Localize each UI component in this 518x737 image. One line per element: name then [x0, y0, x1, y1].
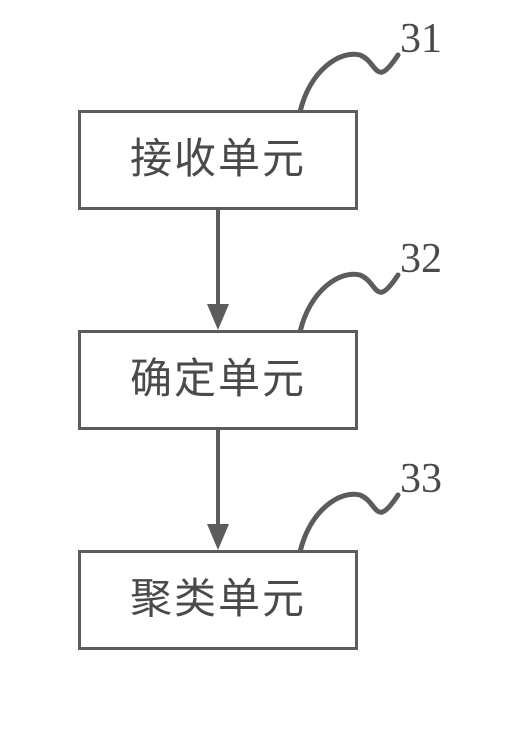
callout-leader — [300, 54, 398, 112]
flow-node-n1: 接收单元 — [78, 110, 358, 210]
callout-label-33: 33 — [400, 455, 442, 503]
flow-node-label: 确定单元 — [130, 359, 306, 401]
flow-node-label: 聚类单元 — [130, 579, 306, 621]
callout-label-31: 31 — [400, 15, 442, 63]
callout-leader — [300, 494, 398, 552]
flow-node-n3: 聚类单元 — [78, 550, 358, 650]
edge-arrowhead — [207, 524, 229, 550]
flow-node-n2: 确定单元 — [78, 330, 358, 430]
edge-arrowhead — [207, 304, 229, 330]
callout-label-32: 32 — [400, 235, 442, 283]
flow-node-label: 接收单元 — [130, 139, 306, 181]
diagram-canvas: 接收单元确定单元聚类单元 31 32 33 — [0, 0, 518, 737]
callout-leader — [300, 274, 398, 332]
